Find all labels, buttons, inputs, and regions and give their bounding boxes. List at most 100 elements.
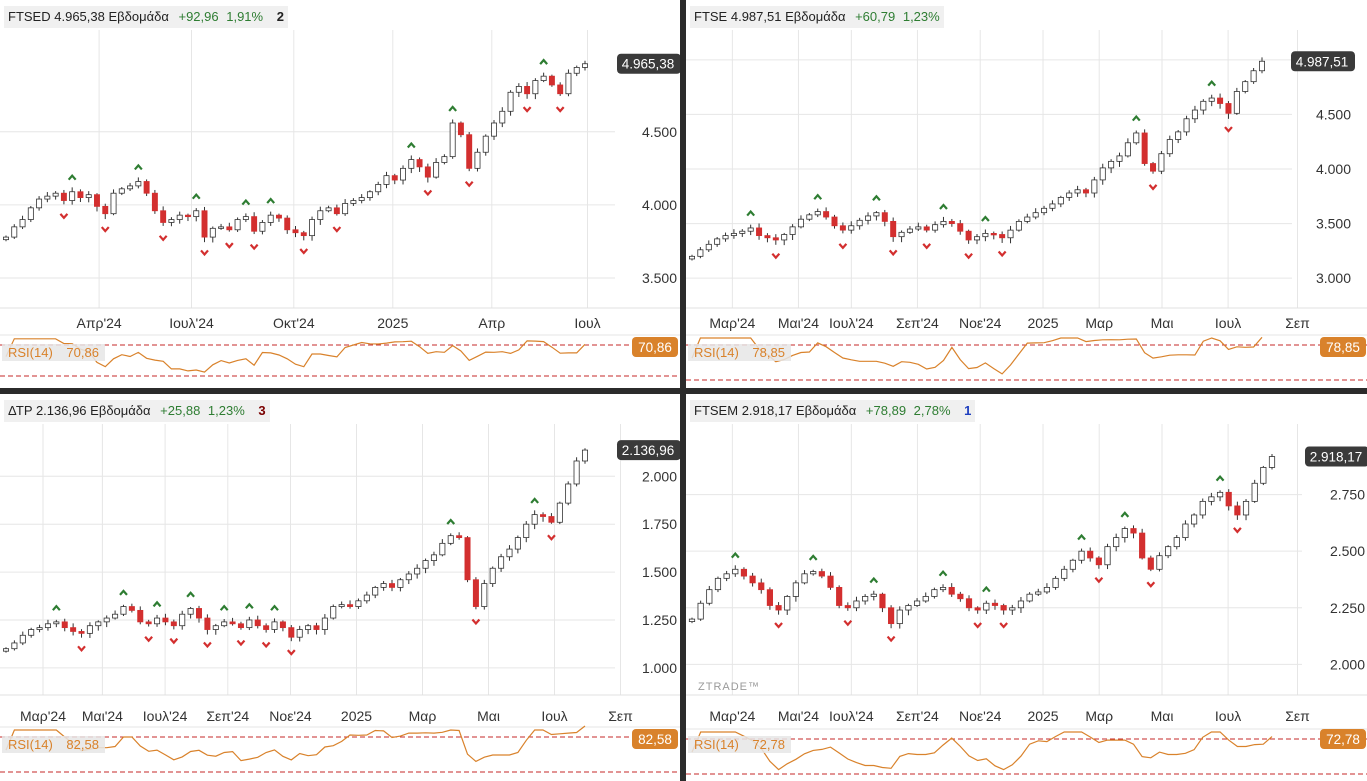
chart-panel-ftsed[interactable]: 3.500 4.000 4.500 Απρ'24 Ιουλ'24 Οκτ'24 2025 Απ… <box>0 0 680 388</box>
candle-up <box>1199 500 1206 516</box>
candle-down <box>772 237 779 241</box>
candle-down <box>999 234 1006 239</box>
candle-up <box>810 571 817 575</box>
symbol-name: FTSE <box>694 9 728 24</box>
candle-up <box>447 535 454 544</box>
x-tick-label: Νοε'24 <box>959 708 1002 724</box>
candle-up <box>44 623 51 629</box>
candle-up <box>697 249 704 257</box>
rsi-label: RSI(14) 78,85 <box>688 344 791 361</box>
candle-down <box>974 607 981 611</box>
candle-up <box>730 233 737 236</box>
price-change: +60,79 <box>855 9 896 24</box>
x-tick-label: Μαρ <box>409 708 437 724</box>
chart-svg[interactable]: 3.0003.5004.0004.5005.000Μαρ'24Μαι'24Ιου… <box>686 0 1367 388</box>
candle-up <box>732 568 739 575</box>
price-change: +92,96 <box>178 9 219 24</box>
symbol-price: 4.965,38 <box>54 9 105 24</box>
x-tick-label: Μαρ'24 <box>709 315 755 331</box>
candle-down <box>1234 505 1241 516</box>
x-tick-label: Μαι <box>1151 708 1174 724</box>
fractal-up-marker <box>1207 79 1217 87</box>
fractal-up-marker <box>539 58 548 65</box>
candle-down <box>831 216 838 227</box>
candle-up <box>1158 153 1165 172</box>
candle-up <box>865 215 872 221</box>
fractal-down-marker <box>1224 126 1233 133</box>
candle-up <box>1260 467 1267 484</box>
rsi-value-axis-label: 72,78 <box>1326 732 1360 747</box>
candle-up <box>913 600 921 606</box>
rsi-value-axis-label: 78,85 <box>1326 340 1360 355</box>
candle-up <box>556 502 563 523</box>
x-tick-label: Ιουλ'24 <box>829 315 874 331</box>
candle-up <box>154 617 161 625</box>
candle-up <box>565 483 572 504</box>
last-price-label: 2.918,17 <box>1310 450 1363 465</box>
candle-down <box>464 537 471 581</box>
chart-svg[interactable]: 2.000 2.250 2.500 2.750 Μαρ'24 Μαι'24 Ιουλ'24 Σ… <box>686 394 1367 781</box>
x-tick-label: Σεπ <box>608 708 633 724</box>
candle-up <box>271 621 278 630</box>
y-tick-label: 3.500 <box>1316 216 1351 232</box>
candle-up <box>355 600 362 607</box>
candle-down <box>388 583 396 588</box>
candle-up <box>375 184 382 193</box>
candle-up <box>498 556 505 569</box>
fractal-down-marker <box>77 645 86 652</box>
fractal-down-marker <box>1146 581 1156 588</box>
chart-svg[interactable]: 3.500 4.000 4.500 Απρ'24 Ιουλ'24 Οκτ'24 2025 Απ… <box>0 0 680 388</box>
candle-up <box>499 110 506 124</box>
chart-panel-ftsem[interactable]: 2.000 2.250 2.500 2.750 Μαρ'24 Μαι'24 Ιουλ'24 Σ… <box>686 394 1367 781</box>
candle-up <box>806 214 813 220</box>
period-label: Εβδομάδα <box>90 403 151 418</box>
candle-down <box>948 220 955 224</box>
candle-up <box>689 255 695 260</box>
fractal-down-marker <box>332 226 342 233</box>
candle-down <box>300 232 307 237</box>
chart-panel-dtp[interactable]: 1.000 1.250 1.500 1.750 2.000 Μαρ'24 Μαι'24 Ιου… <box>0 394 680 781</box>
candle-down <box>204 617 211 630</box>
candle-up <box>422 560 429 569</box>
candle-up <box>1041 207 1048 214</box>
candle-down <box>78 631 85 634</box>
candles <box>3 60 588 243</box>
candle-down <box>818 571 825 577</box>
grid-lines <box>0 30 615 308</box>
candle-up <box>873 212 880 217</box>
period-label: Εβδομάδα <box>108 9 169 24</box>
chart-panel-ftse[interactable]: 3.0003.5004.0004.5005.000Μαρ'24Μαι'24Ιου… <box>686 0 1367 388</box>
fractal-down-marker <box>158 235 168 242</box>
candle-up <box>565 72 572 95</box>
candle-down <box>890 220 897 238</box>
candle-down <box>1150 163 1157 172</box>
candle-up <box>514 537 521 550</box>
chart-svg[interactable]: 1.000 1.250 1.500 1.750 2.000 Μαρ'24 Μαι'24 Ιου… <box>0 394 680 781</box>
fractal-down-marker <box>261 641 271 649</box>
fractal-down-marker <box>249 243 259 251</box>
price-change: +25,88 <box>160 403 201 418</box>
candle-down <box>1095 557 1102 566</box>
candle-down <box>756 227 763 236</box>
x-tick-label: 2025 <box>377 315 408 331</box>
candle-up <box>1183 118 1190 133</box>
candle-up <box>940 220 947 226</box>
grid-lines <box>0 424 621 695</box>
candle-up <box>1191 514 1198 525</box>
fractal-down-marker <box>203 641 212 649</box>
candle-down <box>416 159 423 168</box>
candle-down <box>284 217 291 231</box>
candle-up <box>187 608 194 615</box>
candle-up <box>112 613 119 619</box>
candle-up <box>781 234 788 241</box>
candle-up <box>400 167 406 181</box>
x-tick-label: Νοε'24 <box>269 708 312 724</box>
candle-up <box>212 625 219 630</box>
y-tick-label: 1.500 <box>642 564 677 580</box>
candle-up <box>234 219 241 231</box>
candle-down <box>839 225 846 231</box>
fractal-down-marker <box>286 649 296 656</box>
fractal-up-marker <box>530 497 539 504</box>
candle-up <box>906 228 913 233</box>
candle-down <box>965 230 972 241</box>
